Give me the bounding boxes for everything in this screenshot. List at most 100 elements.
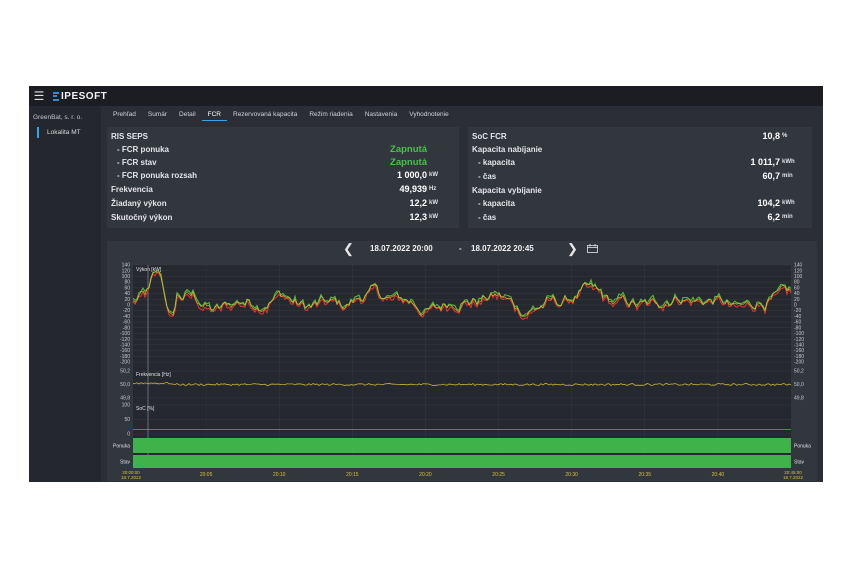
- actual-power-value: 12,3: [409, 212, 427, 222]
- charge-capacity-unit: kWh: [782, 159, 795, 165]
- fcr-range-row: - FCR ponuka rozsah 1 000,0 kW: [107, 169, 459, 182]
- fcr-state-value: Zapnutá: [390, 157, 427, 168]
- time-range-bar: ❮ 18.07.2022 20:00 - 18.07.2022 20:45 ❯: [107, 241, 817, 257]
- power-tick-left: 140: [122, 263, 131, 269]
- frequency-tick-left: 50,2: [120, 369, 130, 375]
- status-label-right: Stav: [794, 459, 805, 465]
- soc-tick-left: 0: [127, 432, 130, 438]
- charge-time-value: 60,7: [762, 171, 780, 181]
- hamburger-menu-icon[interactable]: ☰: [33, 89, 45, 103]
- power-tick-right: -140: [794, 342, 804, 348]
- charge-capacity-label: - kapacita: [478, 158, 515, 167]
- power-tick-right: -60: [794, 320, 801, 326]
- discharge-capacity-unit: kWh: [782, 200, 795, 206]
- x-start-time: 20:00:00: [122, 470, 140, 475]
- x-end-time: 20:45:00: [784, 470, 802, 475]
- discharge-capacity-value: 104,2: [757, 198, 780, 208]
- ris-title: RIS SEPS: [111, 132, 148, 141]
- tab-rezim-riadenia[interactable]: Režim riadenia: [309, 111, 353, 118]
- app-window: ☰ IPESOFT GreenBat, s. r. o. Lokalita MT…: [29, 86, 823, 482]
- power-tick-left: 100: [122, 274, 131, 280]
- frequency-value: 49,939: [399, 184, 427, 194]
- status-band-stav: [133, 455, 791, 468]
- charge-time-unit: min: [782, 173, 793, 179]
- soc-fcr-panel: SoC FCR 10,8 % Kapacita nabíjanie - kapa…: [468, 127, 812, 228]
- discharge-title: Kapacita vybíjanie: [472, 186, 542, 195]
- soc-tick-left: 50: [124, 417, 130, 423]
- power-tick-left: -140: [120, 342, 130, 348]
- tab-bar: Prehľad Sumár Detail FCR Rezervovaná kap…: [107, 109, 455, 121]
- top-bar: ☰ IPESOFT: [29, 86, 823, 106]
- frequency-tick-right: 49,8: [794, 396, 804, 402]
- logo-mark-icon: [53, 91, 59, 101]
- power-tick-right: -200: [794, 360, 804, 366]
- actual-power-unit: kW: [429, 214, 438, 220]
- fcr-offer-row: - FCR ponuka Zapnutá: [107, 143, 459, 156]
- power-tick-right: -180: [794, 354, 804, 360]
- power-tick-left: -160: [120, 348, 130, 354]
- company-name: GreenBat, s. r. o.: [33, 114, 83, 121]
- frequency-tick-right: 50,0: [794, 382, 804, 388]
- fcr-offer-value: Zapnutá: [390, 144, 427, 155]
- charge-time-label: - čas: [478, 172, 497, 181]
- sidebar-item-site[interactable]: Lokalita MT: [37, 127, 81, 138]
- charge-capacity-value: 1 011,7: [750, 157, 780, 167]
- chevron-right-icon[interactable]: ❯: [567, 241, 578, 256]
- power-tick-left: 120: [122, 268, 131, 274]
- power-tick-right: -120: [794, 337, 804, 343]
- sidebar: GreenBat, s. r. o. Lokalita MT: [29, 106, 101, 482]
- discharge-time-unit: min: [782, 214, 793, 220]
- discharge-capacity-row: - kapacita 104,2 kWh: [468, 197, 812, 210]
- chevron-left-icon[interactable]: ❮: [343, 241, 354, 256]
- tab-rezervovana-kapacita[interactable]: Rezervovaná kapacita: [233, 111, 298, 118]
- frequency-tick-left: 49,8: [120, 396, 130, 402]
- tab-vyhodnotenie[interactable]: Vyhodnotenie: [409, 111, 449, 118]
- power-series-yellow: [132, 271, 792, 317]
- soc-row: SoC FCR 10,8 %: [468, 130, 812, 143]
- tab-prehlad[interactable]: Prehľad: [113, 111, 136, 118]
- power-tick-right: 40: [794, 291, 800, 297]
- soc-value: 10,8: [762, 131, 780, 141]
- power-tick-left: 40: [124, 291, 130, 297]
- power-tick-right: 100: [794, 274, 803, 280]
- frequency-tick-left: 50,0: [120, 382, 130, 388]
- tab-fcr[interactable]: FCR: [201, 109, 227, 121]
- frequency-unit: Hz: [429, 186, 437, 192]
- discharge-title-row: Kapacita vybíjanie: [468, 184, 812, 197]
- charge-title: Kapacita nabíjanie: [472, 145, 543, 154]
- frequency-tick-right: 50,2: [794, 369, 804, 375]
- status-band-ponuka: [133, 438, 791, 453]
- frequency-panel-label: Frekvencia [Hz]: [136, 372, 171, 378]
- tab-nastavenia[interactable]: Nastavenia: [364, 111, 398, 118]
- power-tick-right: -160: [794, 348, 804, 354]
- discharge-time-label: - čas: [478, 213, 497, 222]
- tab-sumar[interactable]: Sumár: [147, 111, 168, 118]
- power-tick-left: -20: [123, 308, 130, 314]
- power-tick-left: -40: [123, 314, 130, 320]
- fcr-range-value: 1 000,0: [396, 170, 427, 180]
- requested-power-unit: kW: [429, 200, 438, 206]
- x-tick-label: 20:30: [565, 472, 578, 478]
- range-separator: -: [459, 244, 462, 253]
- tab-detail[interactable]: Detail: [179, 111, 196, 118]
- logo: IPESOFT: [53, 90, 107, 102]
- status-label-left: Ponuka: [113, 443, 130, 449]
- power-tick-right: 0: [794, 303, 797, 309]
- power-tick-left: -120: [120, 337, 130, 343]
- soc-panel-label: SoC [%]: [136, 406, 155, 412]
- discharge-time-row: - čas 6,2 min: [468, 211, 812, 224]
- main-content: Prehľad Sumár Detail FCR Rezervovaná kap…: [101, 106, 823, 482]
- x-tick-label: 20:25: [492, 472, 505, 478]
- power-tick-left: -180: [120, 354, 130, 360]
- power-tick-left: -100: [120, 331, 130, 337]
- power-panel-label: Výkon [kW]: [136, 267, 162, 273]
- soc-tick-left: 100: [122, 403, 131, 409]
- requested-power-label: Žiadaný výkon: [111, 199, 167, 208]
- frequency-row: Frekvencia 49,939 Hz: [107, 183, 459, 196]
- ris-seps-panel: RIS SEPS - FCR ponuka Zapnutá - FCR stav…: [107, 127, 459, 228]
- actual-power-row: Skutočný výkon 12,3 kW: [107, 211, 459, 224]
- power-tick-right: -40: [794, 314, 801, 320]
- x-end-date: 18.7.2022: [783, 475, 804, 480]
- calendar-icon[interactable]: [587, 244, 598, 253]
